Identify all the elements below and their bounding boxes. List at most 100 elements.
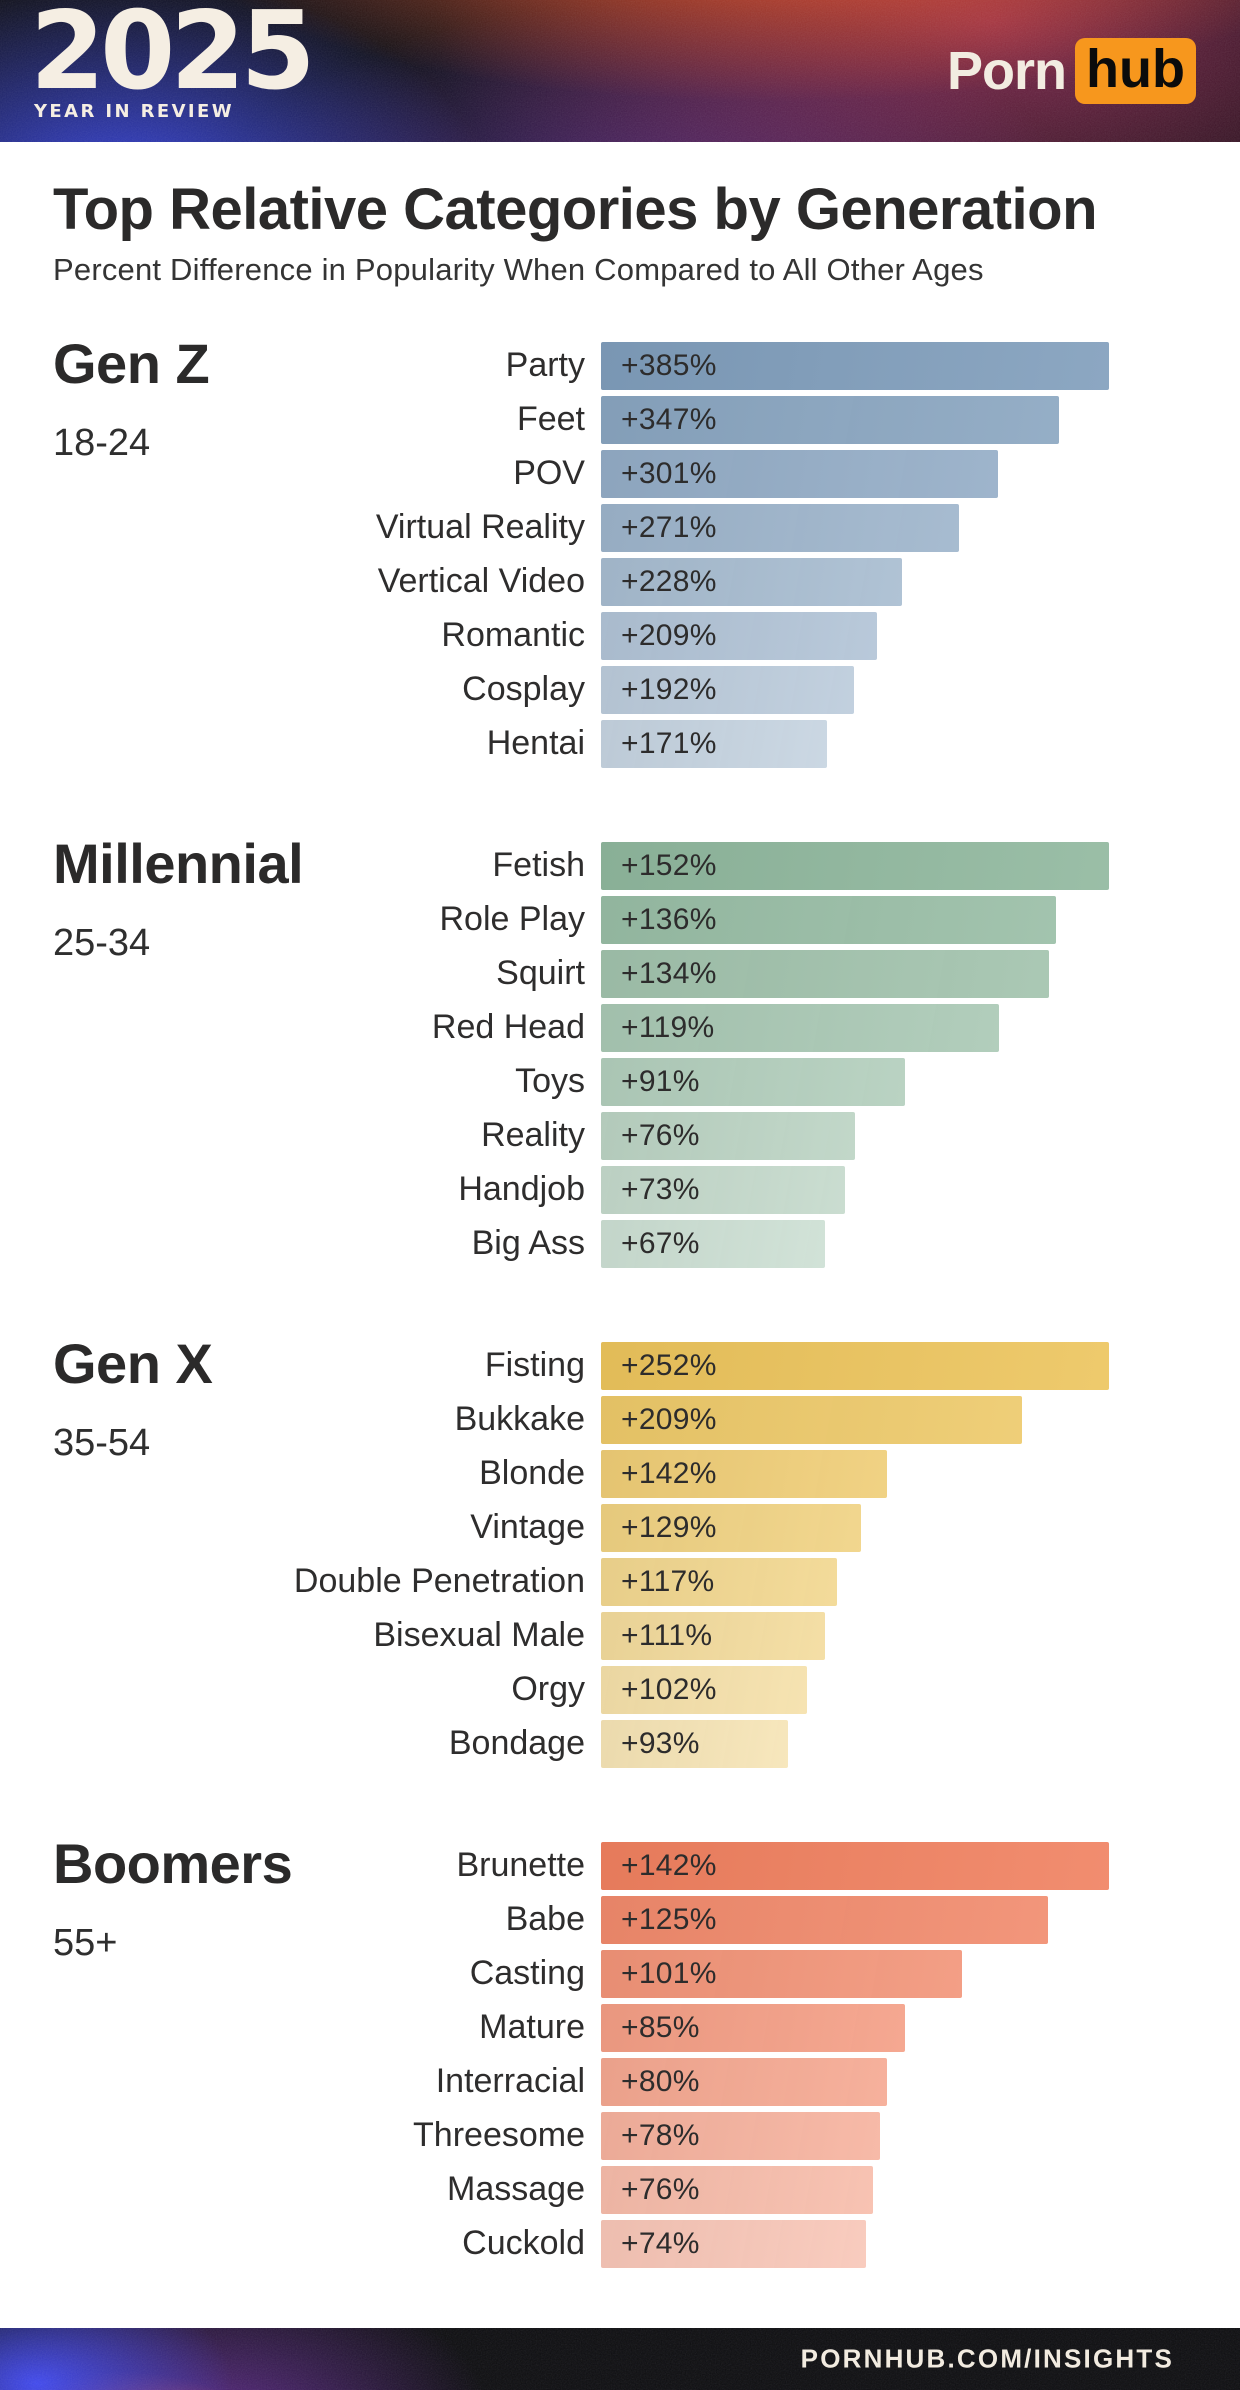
section-age-range: 35-54	[53, 1421, 151, 1464]
bar-value-label: +142%	[621, 1456, 717, 1490]
bar-track: +152%	[601, 841, 1109, 890]
bar-value-label: +80%	[621, 2064, 700, 2098]
pornhub-logo-hub-badge: hub	[1075, 38, 1196, 104]
bar-category-label: Bondage	[448, 1724, 585, 1763]
bar-category-label: Threesome	[413, 2116, 585, 2155]
bar-value-label: +136%	[621, 902, 717, 936]
bar-track: +301%	[601, 449, 1109, 498]
bar-category-label: Bisexual Male	[373, 1616, 585, 1655]
bar-value-label: +76%	[621, 1118, 700, 1152]
bar-track: +119%	[601, 1003, 1109, 1052]
bar: +117%	[601, 1557, 837, 1606]
bar-value-label: +142%	[621, 1848, 717, 1882]
bar-track: +136%	[601, 895, 1109, 944]
bar-track: +76%	[601, 2165, 1109, 2214]
bar-category-label: POV	[513, 454, 585, 493]
bar-row: Babe +125%	[53, 1895, 1190, 1944]
bar-value-label: +129%	[621, 1510, 717, 1544]
bar-track: +91%	[601, 1057, 1109, 1106]
bar-category-label: Fisting	[484, 1346, 585, 1385]
bar-value-label: +74%	[621, 2226, 700, 2260]
bar-value-label: +111%	[621, 1618, 713, 1652]
bar-track: +74%	[601, 2219, 1109, 2268]
bar-value-label: +125%	[621, 1902, 717, 1936]
bar: +171%	[601, 719, 827, 768]
bar-rows: Fetish +152% Role Play +136% Squirt +134% Red …	[53, 841, 1190, 1268]
bar-row: Bondage +93%	[53, 1719, 1190, 1768]
bar-category-label: Bukkake	[454, 1400, 585, 1439]
bar-row: Vertical Video +228%	[53, 557, 1190, 606]
bar-value-label: +101%	[621, 1956, 717, 1990]
bar-track: +125%	[601, 1895, 1109, 1944]
bar-category-label: Fetish	[492, 846, 585, 885]
bar-value-label: +67%	[621, 1226, 700, 1260]
bar-category-label: Vertical Video	[377, 562, 585, 601]
bar-track: +93%	[601, 1719, 1109, 1768]
section-age-range: 55+	[53, 1921, 118, 1964]
bar: +101%	[601, 1949, 963, 1998]
chart: Top Relative Categories by Generation Pe…	[0, 177, 1240, 2268]
bar-value-label: +85%	[621, 2010, 700, 2044]
bar: +209%	[601, 611, 877, 660]
bar: +271%	[601, 503, 959, 552]
bar: +102%	[601, 1665, 807, 1714]
section-gen-x: Gen X 35-54 Fisting +252% Bukkake +209% Blonde…	[53, 1335, 1190, 1768]
bar-category-label: Babe	[505, 1900, 585, 1939]
bar-value-label: +209%	[621, 618, 717, 652]
bar-category-label: Interracial	[435, 2062, 585, 2101]
bar: +252%	[601, 1341, 1109, 1390]
bar-rows: Party +385% Feet +347% POV +301% Virtual Reali…	[53, 341, 1190, 768]
bar-value-label: +171%	[621, 726, 717, 760]
bar-row: Casting +101%	[53, 1949, 1190, 1998]
bar-track: +80%	[601, 2057, 1109, 2106]
bar-row: Role Play +136%	[53, 895, 1190, 944]
bar-category-label: Role Play	[439, 900, 585, 939]
bar: +385%	[601, 341, 1109, 390]
bar-track: +252%	[601, 1341, 1109, 1390]
bar-value-label: +119%	[621, 1010, 715, 1044]
section-age-range: 18-24	[53, 421, 151, 464]
bar-row: Threesome +78%	[53, 2111, 1190, 2160]
bar-category-label: Hentai	[486, 724, 585, 763]
bar-track: +134%	[601, 949, 1109, 998]
bar-category-label: Virtual Reality	[375, 508, 585, 547]
bar-value-label: +209%	[621, 1402, 717, 1436]
bar-row: Feet +347%	[53, 395, 1190, 444]
bar-row: Party +385%	[53, 341, 1190, 390]
bar-track: +192%	[601, 665, 1109, 714]
bar-value-label: +301%	[621, 456, 717, 490]
bar-category-label: Cuckold	[462, 2224, 585, 2263]
bar-track: +142%	[601, 1449, 1109, 1498]
footer: PORNHUB.COM/INSIGHTS	[0, 2328, 1240, 2390]
bar-category-label: Massage	[447, 2170, 585, 2209]
bar: +74%	[601, 2219, 866, 2268]
bar-row: POV +301%	[53, 449, 1190, 498]
year-logo-text: 2025	[30, 0, 316, 114]
section-name: Gen Z	[53, 331, 210, 395]
section-name: Millennial	[53, 831, 304, 895]
year-logo: 2025 YEAR IN REVIEW	[30, 0, 316, 122]
bar-row: Squirt +134%	[53, 949, 1190, 998]
bar-row: Mature +85%	[53, 2003, 1190, 2052]
bar-row: Toys +91%	[53, 1057, 1190, 1106]
bar-row: Massage +76%	[53, 2165, 1190, 2214]
bar: +136%	[601, 895, 1056, 944]
pornhub-logo: Porn hub	[947, 38, 1196, 104]
bar: +209%	[601, 1395, 1023, 1444]
section-boomers: Boomers 55+ Brunette +142% Babe +125% Casting +…	[53, 1835, 1190, 2268]
bar: +80%	[601, 2057, 888, 2106]
generation-sections: Gen Z 18-24 Party +385% Feet +347% POV +301% Vir…	[53, 335, 1190, 2268]
section-header-gen-x: Gen X 35-54	[53, 1335, 213, 1465]
bar: +301%	[601, 449, 999, 498]
bar-row: Reality +76%	[53, 1111, 1190, 1160]
bar: +67%	[601, 1219, 825, 1268]
bar-row: Double Penetration +117%	[53, 1557, 1190, 1606]
bar-value-label: +228%	[621, 564, 717, 598]
bar-track: +85%	[601, 2003, 1109, 2052]
bar-track: +102%	[601, 1665, 1109, 1714]
bar-value-label: +102%	[621, 1672, 717, 1706]
bar-value-label: +152%	[621, 848, 717, 882]
bar-value-label: +385%	[621, 348, 717, 382]
bar-row: Interracial +80%	[53, 2057, 1190, 2106]
section-gen-z: Gen Z 18-24 Party +385% Feet +347% POV +301% Vir…	[53, 335, 1190, 768]
